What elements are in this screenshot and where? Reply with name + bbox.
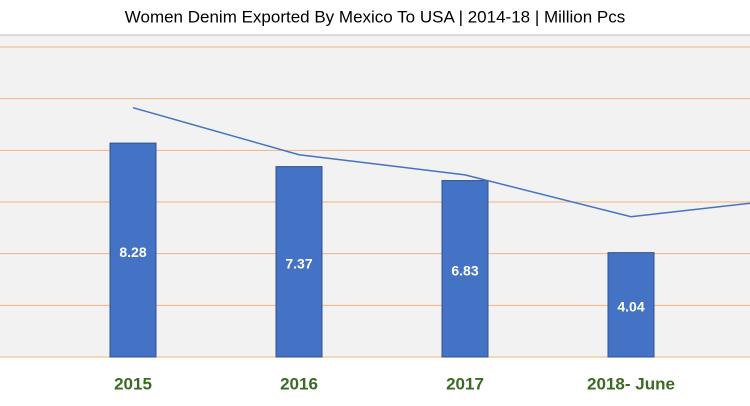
bar	[607, 252, 655, 358]
data-label: 6.83	[451, 262, 478, 278]
x-tick-label: 2015	[114, 374, 152, 393]
data-label: 8.28	[119, 244, 146, 260]
data-label: 4.04	[617, 299, 644, 315]
x-tick-label: 2016	[280, 374, 318, 393]
x-tick-label: 2017	[446, 374, 484, 393]
bar	[109, 142, 157, 358]
x-tick-label: 2018- June	[587, 374, 675, 393]
chart-title: Women Denim Exported By Mexico To USA | …	[125, 7, 625, 26]
bar	[275, 166, 323, 358]
trend-line	[132, 106, 750, 218]
data-label: 7.37	[285, 256, 312, 272]
bar	[441, 180, 489, 358]
